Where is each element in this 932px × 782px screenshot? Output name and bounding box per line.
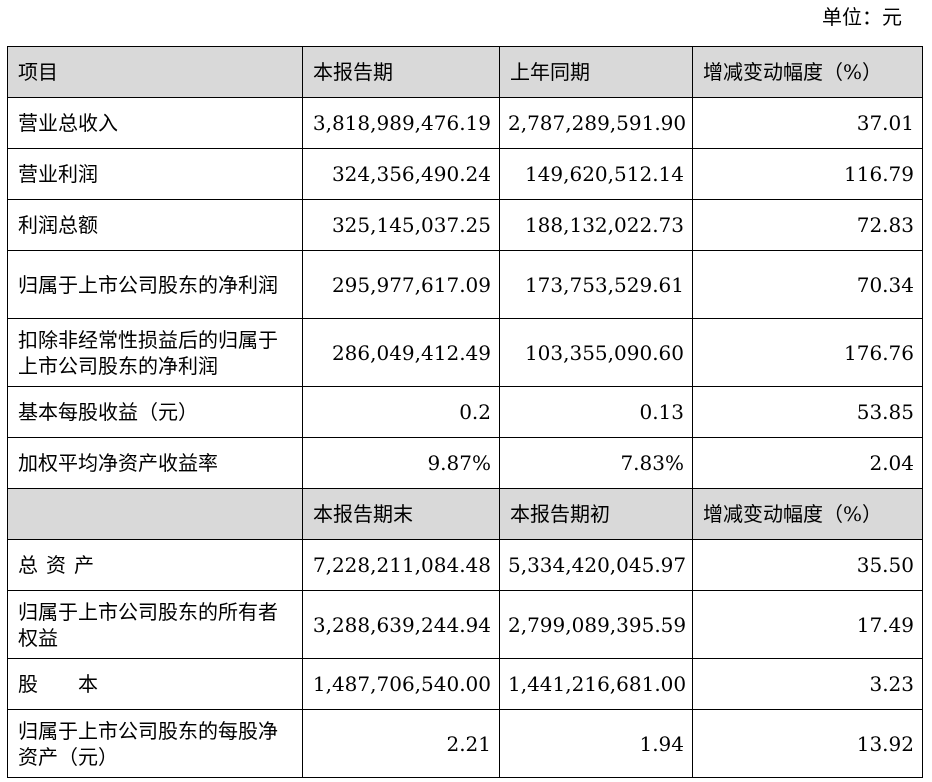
table-row: 营业利润 324,356,490.24 149,620,512.14 116.7… <box>7 148 923 200</box>
table-header-row: 项目 本报告期 上年同期 增减变动幅度（%） <box>7 46 923 98</box>
table-row: 归属于上市公司股东的净利润 295,977,617.09 173,753,529… <box>7 250 923 319</box>
current-value: 9.87% <box>302 437 500 489</box>
prior-value: 0.13 <box>499 386 693 438</box>
current-value: 2.21 <box>302 709 500 778</box>
row-label: 归属于上市公司股东的所有者权益 <box>7 590 303 659</box>
current-value: 325,145,037.25 <box>302 199 500 251</box>
change-value: 70.34 <box>692 250 923 319</box>
header-prior-period: 上年同期 <box>499 46 693 98</box>
row-label: 营业总收入 <box>7 97 303 149</box>
current-value: 324,356,490.24 <box>302 148 500 200</box>
change-value: 13.92 <box>692 709 923 778</box>
header-blank <box>7 488 303 540</box>
current-value: 0.2 <box>302 386 500 438</box>
current-value: 3,288,639,244.94 <box>302 590 500 659</box>
table-row: 归属于上市公司股东的每股净资产（元） 2.21 1.94 13.92 <box>7 709 923 778</box>
row-label: 扣除非经常性损益后的归属于上市公司股东的净利润 <box>7 318 303 387</box>
table-row: 营业总收入 3,818,989,476.19 2,787,289,591.90 … <box>7 97 923 149</box>
prior-value: 188,132,022.73 <box>499 199 693 251</box>
change-value: 116.79 <box>692 148 923 200</box>
change-value: 35.50 <box>692 539 923 591</box>
row-label: 营业利润 <box>7 148 303 200</box>
financial-summary-table: 项目 本报告期 上年同期 增减变动幅度（%） 营业总收入 3,818,989,4… <box>7 46 923 778</box>
change-value: 37.01 <box>692 97 923 149</box>
prior-value: 1.94 <box>499 709 693 778</box>
current-value: 1,487,706,540.00 <box>302 658 500 710</box>
prior-value: 7.83% <box>499 437 693 489</box>
row-label: 加权平均净资产收益率 <box>7 437 303 489</box>
header-item: 项目 <box>7 46 303 98</box>
change-value: 53.85 <box>692 386 923 438</box>
row-label-part-1: 股 <box>18 672 38 696</box>
header-period-start: 本报告期初 <box>499 488 693 540</box>
current-value: 295,977,617.09 <box>302 250 500 319</box>
prior-value: 173,753,529.61 <box>499 250 693 319</box>
prior-value: 103,355,090.60 <box>499 318 693 387</box>
prior-value: 5,334,420,045.97 <box>499 539 693 591</box>
table-header-row: 本报告期末 本报告期初 增减变动幅度（%） <box>7 488 923 540</box>
prior-value: 2,799,089,395.59 <box>499 590 693 659</box>
table-row: 基本每股收益（元） 0.2 0.13 53.85 <box>7 386 923 438</box>
table-row: 扣除非经常性损益后的归属于上市公司股东的净利润 286,049,412.49 1… <box>7 318 923 387</box>
prior-value: 2,787,289,591.90 <box>499 97 693 149</box>
row-label-part-2: 本 <box>78 672 98 696</box>
table-row: 加权平均净资产收益率 9.87% 7.83% 2.04 <box>7 437 923 489</box>
change-value: 3.23 <box>692 658 923 710</box>
table-row: 利润总额 325,145,037.25 188,132,022.73 72.83 <box>7 199 923 251</box>
row-label: 基本每股收益（元） <box>7 386 303 438</box>
row-label: 归属于上市公司股东的净利润 <box>7 250 303 319</box>
current-value: 286,049,412.49 <box>302 318 500 387</box>
row-label: 股本 <box>7 658 303 710</box>
header-change: 增减变动幅度（%） <box>692 488 923 540</box>
row-label: 总资产 <box>7 539 303 591</box>
table-row: 总资产 7,228,211,084.48 5,334,420,045.97 35… <box>7 539 923 591</box>
header-period-end: 本报告期末 <box>302 488 500 540</box>
table-row: 股本 1,487,706,540.00 1,441,216,681.00 3.2… <box>7 658 923 710</box>
unit-label: 单位：元 <box>822 5 902 29</box>
change-value: 17.49 <box>692 590 923 659</box>
header-current-period: 本报告期 <box>302 46 500 98</box>
current-value: 3,818,989,476.19 <box>302 97 500 149</box>
row-label: 归属于上市公司股东的每股净资产（元） <box>7 709 303 778</box>
prior-value: 1,441,216,681.00 <box>499 658 693 710</box>
table-row: 归属于上市公司股东的所有者权益 3,288,639,244.94 2,799,0… <box>7 590 923 659</box>
change-value: 176.76 <box>692 318 923 387</box>
change-value: 72.83 <box>692 199 923 251</box>
change-value: 2.04 <box>692 437 923 489</box>
header-change: 增减变动幅度（%） <box>692 46 923 98</box>
current-value: 7,228,211,084.48 <box>302 539 500 591</box>
prior-value: 149,620,512.14 <box>499 148 693 200</box>
row-label: 利润总额 <box>7 199 303 251</box>
